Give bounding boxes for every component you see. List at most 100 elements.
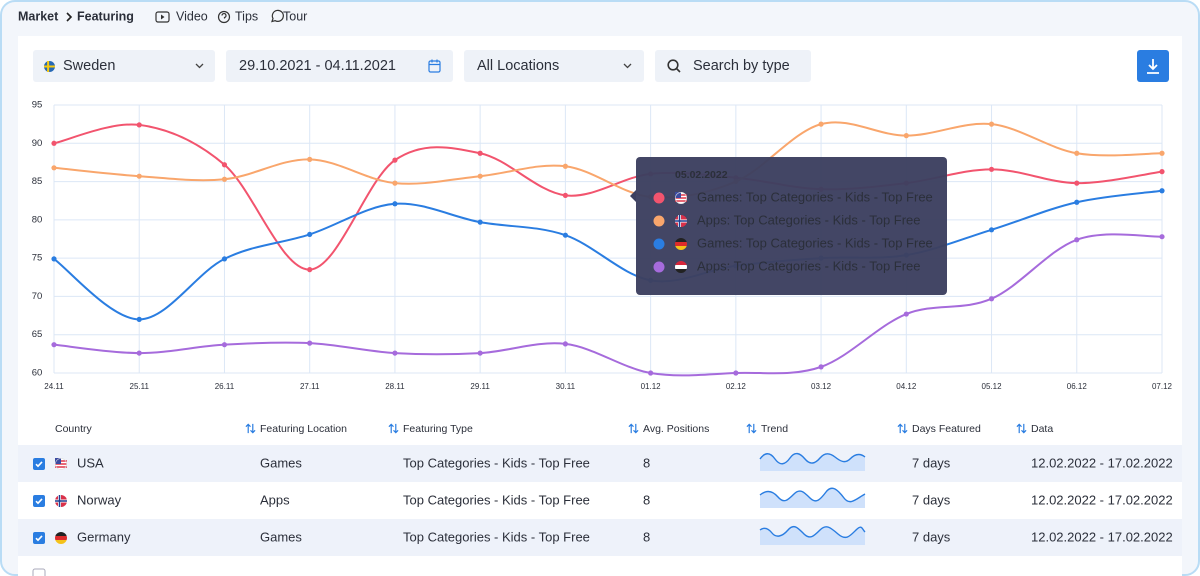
x-tick-label: 05.12: [982, 382, 1003, 391]
column-header[interactable]: Trend: [761, 423, 788, 435]
data-point: [477, 219, 483, 225]
column-header[interactable]: Days Featured: [912, 423, 981, 435]
table-cell: Top Categories - Kids - Top Free: [403, 529, 590, 544]
country-select[interactable]: [33, 50, 215, 82]
data-point: [903, 311, 909, 317]
data-point: [221, 342, 228, 348]
data-point: [392, 180, 398, 186]
table-cell: 12.02.2022 - 17.02.2022: [1031, 529, 1173, 544]
data-point: [1159, 169, 1165, 175]
help-link[interactable]: Video: [176, 9, 208, 23]
data-point: [1159, 188, 1165, 194]
data-point: [818, 121, 824, 127]
series-line: [53, 123, 1163, 271]
column-header[interactable]: Country: [55, 423, 93, 435]
table-cell: 8: [643, 455, 650, 470]
data-point: [51, 342, 57, 348]
data-point: [477, 350, 483, 356]
data-point: [392, 201, 398, 207]
data-point: [392, 157, 398, 163]
tooltip: 05.02.2022 Games: Top Categories - Kids -…: [630, 157, 947, 295]
table-cell: Apps: [260, 492, 290, 507]
search-placeholder: Search by type: [693, 58, 790, 74]
table-cell: Germany: [77, 529, 131, 544]
data-point: [818, 364, 824, 370]
data-point: [562, 341, 568, 347]
column-header[interactable]: Avg. Positions: [643, 423, 709, 435]
data-point: [307, 156, 313, 162]
search-input[interactable]: [655, 50, 811, 82]
data-point: [988, 296, 995, 302]
data-point: [136, 173, 142, 179]
data-point: [477, 150, 483, 156]
table-cell: 12.02.2022 - 17.02.2022: [1031, 492, 1173, 507]
data-point: [1074, 150, 1080, 156]
help-link[interactable]: Tour: [283, 9, 307, 23]
y-tick-label: 85: [32, 176, 43, 187]
breadcrumb-item: Featuring: [77, 9, 134, 23]
data-point: [988, 227, 995, 233]
data-point: [221, 162, 228, 168]
breadcrumb-item[interactable]: Market: [18, 9, 59, 23]
table-cell: USA: [77, 455, 104, 470]
tooltip-title: 05.02.2022: [675, 169, 728, 181]
card: [18, 36, 1182, 576]
x-tick-label: 29.11: [470, 382, 490, 391]
table-cell: 7 days: [912, 455, 951, 470]
y-tick-label: 80: [32, 214, 43, 225]
y-tick-label: 70: [32, 291, 43, 302]
date-picker[interactable]: [226, 50, 453, 82]
table-cell: 8: [643, 529, 650, 544]
series-line: [53, 121, 1163, 199]
x-tick-label: 27.11: [300, 382, 320, 391]
chart: 60 65 70 75 80 85 90 95 24.11 25.11 26.11 27.11 28.1…: [32, 100, 1173, 392]
tooltip-entry: Games: Top Categories - Kids - Top Free: [697, 235, 933, 250]
date-range: 29.10.2021 - 04.11.2021: [239, 58, 396, 74]
data-point: [51, 256, 57, 262]
table-cell: 8: [643, 492, 650, 507]
x-tick-label: 01.12: [641, 382, 662, 391]
data-point: [136, 122, 142, 128]
data-point: [1159, 150, 1165, 156]
data-point: [51, 165, 57, 171]
data-point: [733, 370, 739, 376]
help-icons: [155, 9, 284, 24]
series-line: [53, 233, 1163, 377]
tooltip-entry: Games: Top Categories - Kids - Top Free: [697, 189, 933, 204]
location-select[interactable]: [464, 50, 644, 82]
column-header[interactable]: Data: [1031, 423, 1053, 435]
checkbox[interactable]: [33, 495, 45, 507]
checkbox[interactable]: [33, 458, 45, 470]
data-point: [988, 166, 995, 172]
tooltip-marker: [653, 261, 665, 273]
x-tick-label: 26.11: [215, 382, 235, 391]
data-point: [477, 173, 483, 179]
checkbox[interactable]: [32, 568, 46, 576]
table-cell: Games: [260, 529, 302, 544]
column-header[interactable]: Featuring Type: [403, 423, 473, 435]
checkbox[interactable]: [33, 532, 45, 544]
data-point: [221, 256, 228, 262]
y-tick-label: 75: [32, 253, 43, 264]
data-point: [307, 340, 313, 346]
y-tick-label: 95: [32, 100, 43, 111]
x-tick-label: 06.12: [1067, 382, 1088, 391]
table-cell: 7 days: [912, 529, 951, 544]
x-tick-label: 07.12: [1152, 382, 1173, 391]
x-tick-label: 04.12: [896, 382, 917, 391]
data-point: [221, 176, 228, 182]
help-link[interactable]: Tips: [235, 9, 258, 23]
table-cell: 7 days: [912, 492, 951, 507]
data-point: [51, 140, 57, 146]
y-tick-label: 65: [32, 329, 43, 340]
x-tick-label: 28.11: [385, 382, 405, 391]
tooltip-marker: [653, 192, 665, 204]
y-tick-label: 90: [32, 138, 43, 149]
x-tick-label: 30.11: [556, 382, 576, 391]
data-point: [307, 267, 313, 273]
column-header[interactable]: Featuring Location: [260, 423, 347, 435]
data-point: [1159, 234, 1165, 240]
trend-sparkline: [759, 452, 866, 545]
